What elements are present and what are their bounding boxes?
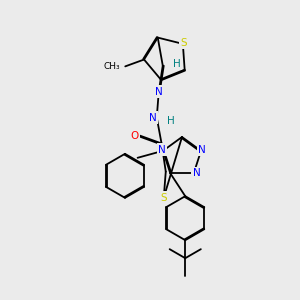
Text: CH₃: CH₃ [103, 62, 120, 71]
Text: N: N [158, 145, 166, 155]
Text: N: N [193, 168, 201, 178]
Text: N: N [198, 145, 206, 155]
Text: H: H [167, 116, 175, 126]
Text: S: S [160, 193, 167, 202]
Text: O: O [130, 130, 139, 141]
Text: N: N [155, 87, 163, 97]
Text: S: S [181, 38, 187, 48]
Text: H: H [173, 58, 181, 69]
Text: N: N [149, 112, 157, 123]
